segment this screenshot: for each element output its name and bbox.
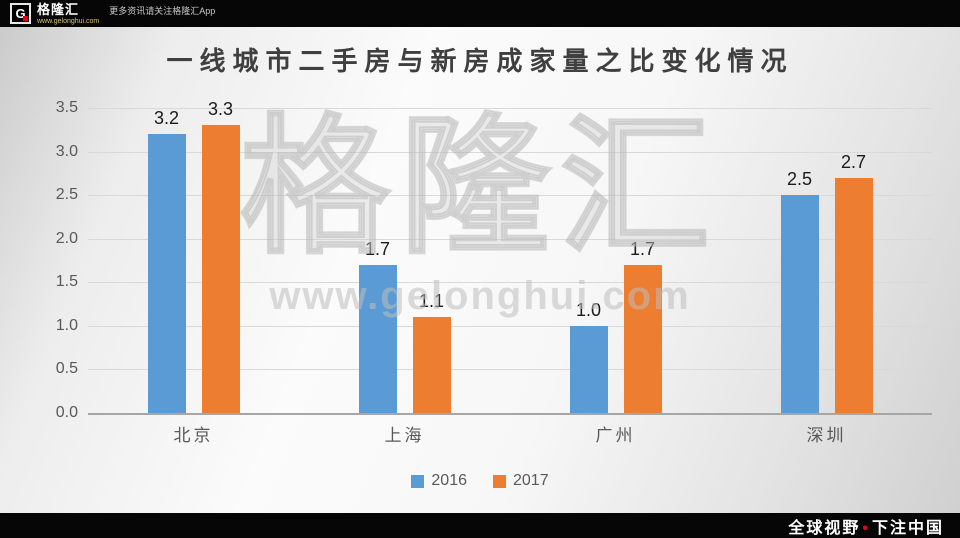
- legend-swatch-icon: [411, 474, 425, 488]
- category-group-上海: 1.7 1.1: [299, 108, 510, 413]
- footer-slogan: 全球视野 • 下注中国: [788, 514, 944, 538]
- data-label-2016-上海: 1.7: [364, 238, 391, 259]
- x-axis-label-广州: 广州: [595, 426, 636, 445]
- x-axis-label-北京: 北京: [173, 426, 214, 445]
- slogan-right: 下注中国: [871, 519, 944, 537]
- bar-groups: 3.2 3.3 1.7 1.1 1.0 1.7 2.5 2.7: [88, 99, 932, 413]
- data-label-2017-深圳: 2.7: [840, 151, 867, 172]
- bar-2016-深圳: [780, 195, 819, 413]
- y-axis-tick-label: 0.0: [55, 404, 78, 421]
- logo-g-icon: G: [10, 3, 31, 24]
- gridline: [88, 108, 932, 109]
- y-axis-tick-label: 0.5: [55, 360, 78, 378]
- bar-2016-广州: [569, 325, 608, 413]
- gridline: [88, 369, 932, 371]
- chart-title: 一线城市二手房与新房成家量之比变化情况: [166, 46, 794, 76]
- bar-wrap: 2.5: [780, 169, 819, 413]
- bar-2016-上海: [358, 264, 397, 413]
- bar-wrap: 1.7: [623, 238, 662, 413]
- category-group-深圳: 2.5 2.7: [721, 108, 932, 413]
- bar-2017-深圳: [834, 177, 873, 413]
- header-bar: G 格隆汇 www.gelonghui.com 更多资讯请关注格隆汇App: [0, 0, 960, 27]
- bar-wrap: 1.1: [412, 291, 451, 413]
- legend-item-2016: 2016: [411, 472, 467, 490]
- footer-bar: 全球视野 • 下注中国: [0, 513, 960, 538]
- data-label-2017-北京: 3.3: [207, 99, 234, 120]
- data-label-2017-广州: 1.7: [629, 238, 656, 259]
- legend: 2016 2017: [0, 472, 960, 490]
- category-group-广州: 1.0 1.7: [510, 108, 721, 413]
- y-axis-tick-label: 3.5: [55, 99, 78, 116]
- y-axis-tick-label: 1.5: [55, 273, 78, 291]
- category-group-北京: 3.2 3.3: [88, 99, 299, 413]
- bar-wrap: 2.7: [834, 151, 873, 413]
- bar-2016-北京: [147, 134, 186, 413]
- bar-wrap: 1.0: [569, 299, 608, 413]
- data-label-2016-北京: 3.2: [153, 108, 180, 129]
- legend-label: 2017: [513, 472, 549, 489]
- legend-swatch-icon: [493, 474, 506, 488]
- gridline: [88, 151, 932, 153]
- slogan-separator: •: [862, 519, 870, 537]
- bar-wrap: 3.3: [201, 99, 240, 413]
- x-axis-label-深圳: 深圳: [806, 426, 847, 445]
- y-axis-tick-label: 2.5: [55, 186, 78, 204]
- brand-url: www.gelonghui.com: [37, 17, 100, 25]
- legend-label: 2016: [431, 472, 467, 489]
- gridline: [88, 282, 932, 284]
- data-label-2016-广州: 1.0: [575, 299, 602, 320]
- data-label-2016-深圳: 2.5: [786, 169, 813, 190]
- x-axis-label-上海: 上海: [384, 426, 425, 445]
- bar-2017-广州: [623, 264, 662, 413]
- gridline: [88, 325, 932, 327]
- gridline: [88, 195, 932, 197]
- bar-2017-上海: [412, 317, 451, 413]
- bar-wrap: 1.7: [358, 238, 397, 413]
- y-axis-tick-label: 3.0: [55, 142, 78, 160]
- gridline: [88, 238, 932, 240]
- slogan-left: 全球视野: [788, 519, 861, 537]
- bar-wrap: 3.2: [147, 108, 186, 413]
- x-axis-labels: 北京 上海 广州 深圳: [88, 421, 932, 446]
- legend-item-2017: 2017: [493, 472, 549, 490]
- data-label-2017-上海: 1.1: [418, 291, 445, 312]
- brand-name: 格隆汇: [37, 1, 80, 17]
- logo-text: 格隆汇 www.gelonghui.com: [37, 3, 99, 25]
- y-axis-tick-label: 2.0: [55, 229, 78, 247]
- bar-2017-北京: [201, 125, 240, 413]
- app-promo-note: 更多资讯请关注格隆汇App: [109, 6, 216, 16]
- chart-plot-area: 0.0 0.5 1.0 1.5 2.0 2.5 3.0 3.5 3.2 3.3 1.7 1.1 1.0 1…: [56, 99, 932, 421]
- gelonghui-logo: G 格隆汇 www.gelonghui.com: [10, 3, 99, 25]
- y-axis-tick-label: 1.0: [55, 316, 78, 334]
- x-axis-line: [88, 413, 932, 415]
